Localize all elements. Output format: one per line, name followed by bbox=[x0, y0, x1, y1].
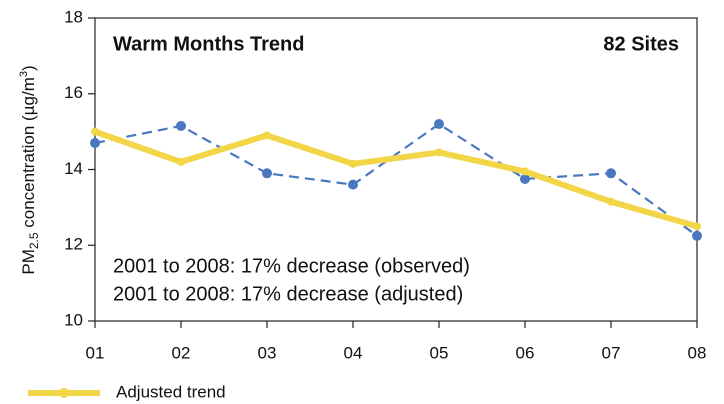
y-tick-label: 12 bbox=[64, 235, 83, 254]
chart-subtitle: 82 Sites bbox=[603, 33, 679, 55]
x-tick-label: 03 bbox=[258, 343, 277, 362]
series-point bbox=[176, 120, 186, 131]
y-label-part: concentration (µg/m bbox=[19, 77, 38, 232]
series-line bbox=[94, 122, 698, 237]
legend-swatch-dot bbox=[59, 388, 69, 398]
x-tick-label: 04 bbox=[344, 343, 363, 362]
x-tick-label: 02 bbox=[172, 343, 191, 362]
x-tick-label: 01 bbox=[86, 343, 105, 362]
y-tick-label: 14 bbox=[64, 159, 83, 178]
series-point bbox=[607, 197, 615, 206]
x-tick-label: 05 bbox=[430, 343, 449, 362]
series-point bbox=[348, 179, 358, 190]
y-label-part: 3 bbox=[18, 71, 30, 77]
chart-title: Warm Months Trend bbox=[113, 33, 304, 55]
series-point bbox=[349, 159, 357, 168]
series-point bbox=[693, 222, 701, 231]
series-point bbox=[90, 137, 100, 148]
series-point bbox=[263, 131, 271, 140]
y-tick-label: 16 bbox=[64, 83, 83, 102]
series-line bbox=[94, 128, 698, 230]
series-point bbox=[521, 167, 529, 176]
series-point bbox=[434, 119, 444, 130]
series-point bbox=[262, 168, 272, 179]
annotation: 2001 to 2008: 17% decrease (observed) bbox=[113, 255, 470, 277]
y-label-part: 2.5 bbox=[27, 232, 41, 249]
y-tick-label: 18 bbox=[64, 7, 83, 26]
legend-label: Adjusted trend bbox=[116, 382, 226, 401]
y-axis-label: PM2.5 concentration (µg/m3) bbox=[18, 65, 41, 274]
y-label-part: PM bbox=[19, 249, 38, 275]
series-point bbox=[692, 230, 702, 241]
x-tick-label: 07 bbox=[602, 343, 621, 362]
y-label-part: ) bbox=[19, 65, 38, 71]
series-point bbox=[177, 157, 185, 166]
series-point bbox=[520, 173, 530, 184]
x-tick-label: 08 bbox=[688, 343, 707, 362]
series-point bbox=[435, 148, 443, 157]
x-tick-label: 06 bbox=[516, 343, 535, 362]
y-tick-label: 10 bbox=[64, 310, 83, 329]
annotation: 2001 to 2008: 17% decrease (adjusted) bbox=[113, 283, 463, 305]
series-point bbox=[91, 127, 99, 136]
series-point bbox=[606, 168, 616, 179]
